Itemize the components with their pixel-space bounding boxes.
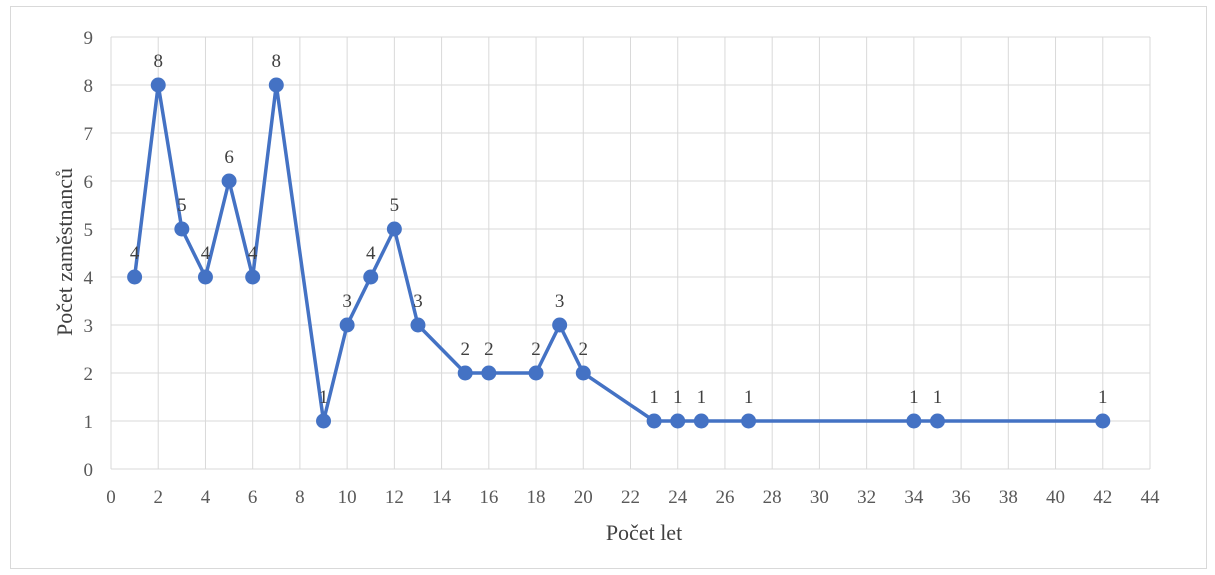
x-tick-label: 26 [715,487,734,508]
x-tick-label: 12 [385,487,404,508]
data-point [646,413,662,429]
data-label: 1 [933,387,943,408]
y-tick-label: 8 [84,76,94,97]
x-tick-label: 36 [952,487,971,508]
y-tick-label: 5 [84,220,94,241]
x-axis-title: Počet let [606,520,682,545]
data-label: 2 [579,339,589,360]
y-tick-label: 1 [84,412,94,433]
x-tick-label: 6 [248,487,258,508]
x-tick-label: 30 [810,487,829,508]
data-label: 6 [224,147,234,168]
chart-frame [10,6,1207,569]
x-tick-label: 34 [904,487,924,508]
data-label: 3 [413,291,423,312]
x-tick-label: 8 [295,487,305,508]
data-label: 8 [272,51,282,72]
data-point [670,413,686,429]
x-tick-label: 14 [432,487,452,508]
data-points [127,77,1111,429]
data-point [197,269,213,285]
x-tick-label: 4 [201,487,211,508]
x-tick-label: 16 [479,487,498,508]
data-label: 2 [484,339,494,360]
data-point [528,365,544,381]
x-tick-label: 40 [1046,487,1065,508]
x-tick-label: 20 [574,487,593,508]
y-tick-label: 0 [84,460,94,481]
data-point [363,269,379,285]
x-tick-label: 32 [857,487,876,508]
series-line-layer [132,83,1103,423]
x-tick-label: 0 [106,487,116,508]
data-point [174,221,190,237]
data-label: 2 [460,339,470,360]
data-point [410,317,426,333]
data-point [929,413,945,429]
data-label: 5 [177,195,187,216]
data-label: 4 [130,243,140,264]
data-point [1095,413,1111,429]
data-point [575,365,591,381]
data-label: 8 [153,51,163,72]
data-point [906,413,922,429]
data-point [316,413,332,429]
series-line [132,83,1103,423]
data-point [127,269,143,285]
y-tick-label: 7 [84,124,94,145]
data-label: 1 [319,387,329,408]
x-tick-label: 22 [621,487,640,508]
y-tick-label: 9 [84,28,94,49]
data-label: 4 [201,243,211,264]
y-axis-title: Počet zaměstnanců [52,168,77,336]
data-label: 1 [909,387,919,408]
data-point [552,317,568,333]
x-tick-label: 28 [763,487,782,508]
data-label: 1 [697,387,707,408]
data-point [339,317,355,333]
x-tick-label: 38 [999,487,1018,508]
x-tick-label: 2 [153,487,163,508]
x-tick-label: 44 [1141,487,1161,508]
y-tick-label: 2 [84,364,94,385]
data-point [693,413,709,429]
x-tick-label: 10 [338,487,357,508]
data-label: 3 [342,291,352,312]
data-label: 1 [649,387,659,408]
data-label: 4 [248,243,258,264]
data-point [457,365,473,381]
x-tick-label: 42 [1093,487,1112,508]
x-tick-label: 18 [527,487,546,508]
data-point [245,269,261,285]
data-point [221,173,237,189]
data-point [150,77,166,93]
data-label: 2 [531,339,541,360]
y-tick-label: 3 [84,316,94,337]
grid-lines [110,36,1151,470]
data-point [386,221,402,237]
y-tick-label: 6 [84,172,94,193]
data-label: 3 [555,291,565,312]
data-point [268,77,284,93]
data-point [741,413,757,429]
data-point [481,365,497,381]
data-label: 1 [1098,387,1108,408]
data-label: 1 [673,387,683,408]
data-label: 1 [744,387,754,408]
y-tick-label: 4 [84,268,94,289]
data-label: 5 [390,195,400,216]
data-label: 4 [366,243,376,264]
x-tick-label: 24 [668,487,688,508]
